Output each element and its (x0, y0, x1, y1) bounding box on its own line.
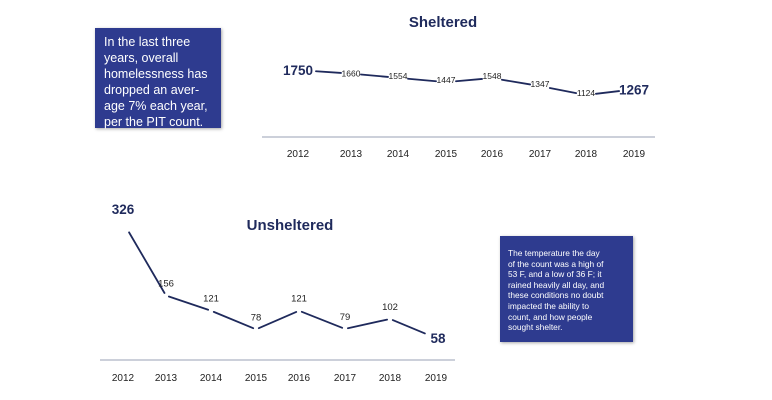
callout-line: sought shelter. (508, 322, 563, 333)
sheltered-data-label: 1554 (389, 71, 408, 81)
sheltered-tick-label: 2014 (387, 149, 410, 160)
sheltered-data-label: 1750 (283, 63, 313, 78)
unsheltered-data-label: 102 (382, 302, 398, 313)
unsheltered-chart: Unsheltered 326 156 121 78 121 79 102 58 2012 201… (100, 202, 455, 384)
callout-line: age 7% each year, (104, 99, 208, 113)
callout-line: homelessness has (104, 67, 208, 81)
sheltered-line-segment (455, 78, 483, 83)
sheltered-data-label: 1267 (619, 82, 649, 97)
unsheltered-line-segment (391, 319, 426, 335)
unsheltered-tick-label: 2014 (200, 373, 223, 384)
unsheltered-data-label: 121 (203, 294, 219, 305)
sheltered-data-label: 1660 (342, 69, 361, 79)
unsheltered-tick-label: 2017 (334, 373, 357, 384)
sheltered-tick-label: 2015 (435, 149, 458, 160)
callout-line: these conditions no doubt (508, 290, 604, 301)
callout-weather-note: The temperature the day of the count was… (500, 236, 633, 342)
callout-line: In the last three (104, 35, 191, 49)
sheltered-line-segment (595, 90, 621, 95)
callout-line: per the PIT count. (104, 115, 204, 129)
unsheltered-chart-title: Unsheltered (247, 217, 334, 234)
unsheltered-line-segment (212, 310, 255, 330)
callout-line: of the count was a high of (508, 258, 604, 269)
unsheltered-tick-label: 2019 (425, 373, 448, 384)
unsheltered-tick-label: 2015 (245, 373, 268, 384)
sheltered-data-label: 1124 (577, 88, 596, 98)
sheltered-line-segment (315, 70, 342, 74)
sheltered-data-label: 1548 (483, 71, 502, 81)
unsheltered-line-segment (128, 231, 166, 294)
sheltered-data-label: 1347 (531, 79, 550, 89)
callout-line: count, and how people (508, 311, 593, 322)
sheltered-line-segment (548, 87, 578, 94)
sheltered-line-segment (360, 73, 389, 78)
sheltered-tick-label: 2018 (575, 149, 598, 160)
sheltered-tick-label: 2013 (340, 149, 363, 160)
sheltered-chart-title: Sheltered (409, 14, 477, 31)
sheltered-chart: Sheltered 1750 1660 1554 1447 1548 1347 1124 12… (262, 14, 655, 160)
unsheltered-data-label: 156 (158, 279, 174, 290)
sheltered-tick-label: 2017 (529, 149, 552, 160)
callout-line: rained heavily all day, and (508, 279, 605, 290)
sheltered-line-segment (500, 78, 532, 86)
unsheltered-line-segment (300, 310, 344, 329)
callout-line: impacted the ability to (508, 300, 590, 311)
sheltered-data-label: 1447 (437, 75, 456, 85)
unsheltered-data-label: 121 (291, 294, 307, 305)
callout-line: dropped an aver- (104, 83, 200, 97)
unsheltered-data-label: 58 (430, 331, 446, 346)
unsheltered-line-segment (257, 311, 298, 330)
callout-line: years, overall (104, 51, 179, 65)
unsheltered-line-segment (347, 318, 388, 330)
sheltered-tick-label: 2012 (287, 149, 310, 160)
unsheltered-line-segment (167, 295, 210, 311)
unsheltered-tick-label: 2018 (379, 373, 402, 384)
callout-line: The temperature the day (508, 248, 600, 258)
callout-decline-note: In the last three years, overall homeles… (95, 28, 221, 129)
unsheltered-tick-label: 2012 (112, 373, 135, 384)
callout-line: 53 F, and a low of 36 F; it (508, 269, 602, 280)
sheltered-line-segment (407, 77, 437, 83)
unsheltered-data-label: 78 (251, 312, 262, 323)
unsheltered-tick-label: 2013 (155, 373, 178, 384)
unsheltered-tick-label: 2016 (288, 373, 311, 384)
unsheltered-data-label: 326 (112, 202, 135, 217)
unsheltered-data-label: 79 (340, 312, 351, 323)
sheltered-tick-label: 2019 (623, 149, 646, 160)
sheltered-tick-label: 2016 (481, 149, 504, 160)
